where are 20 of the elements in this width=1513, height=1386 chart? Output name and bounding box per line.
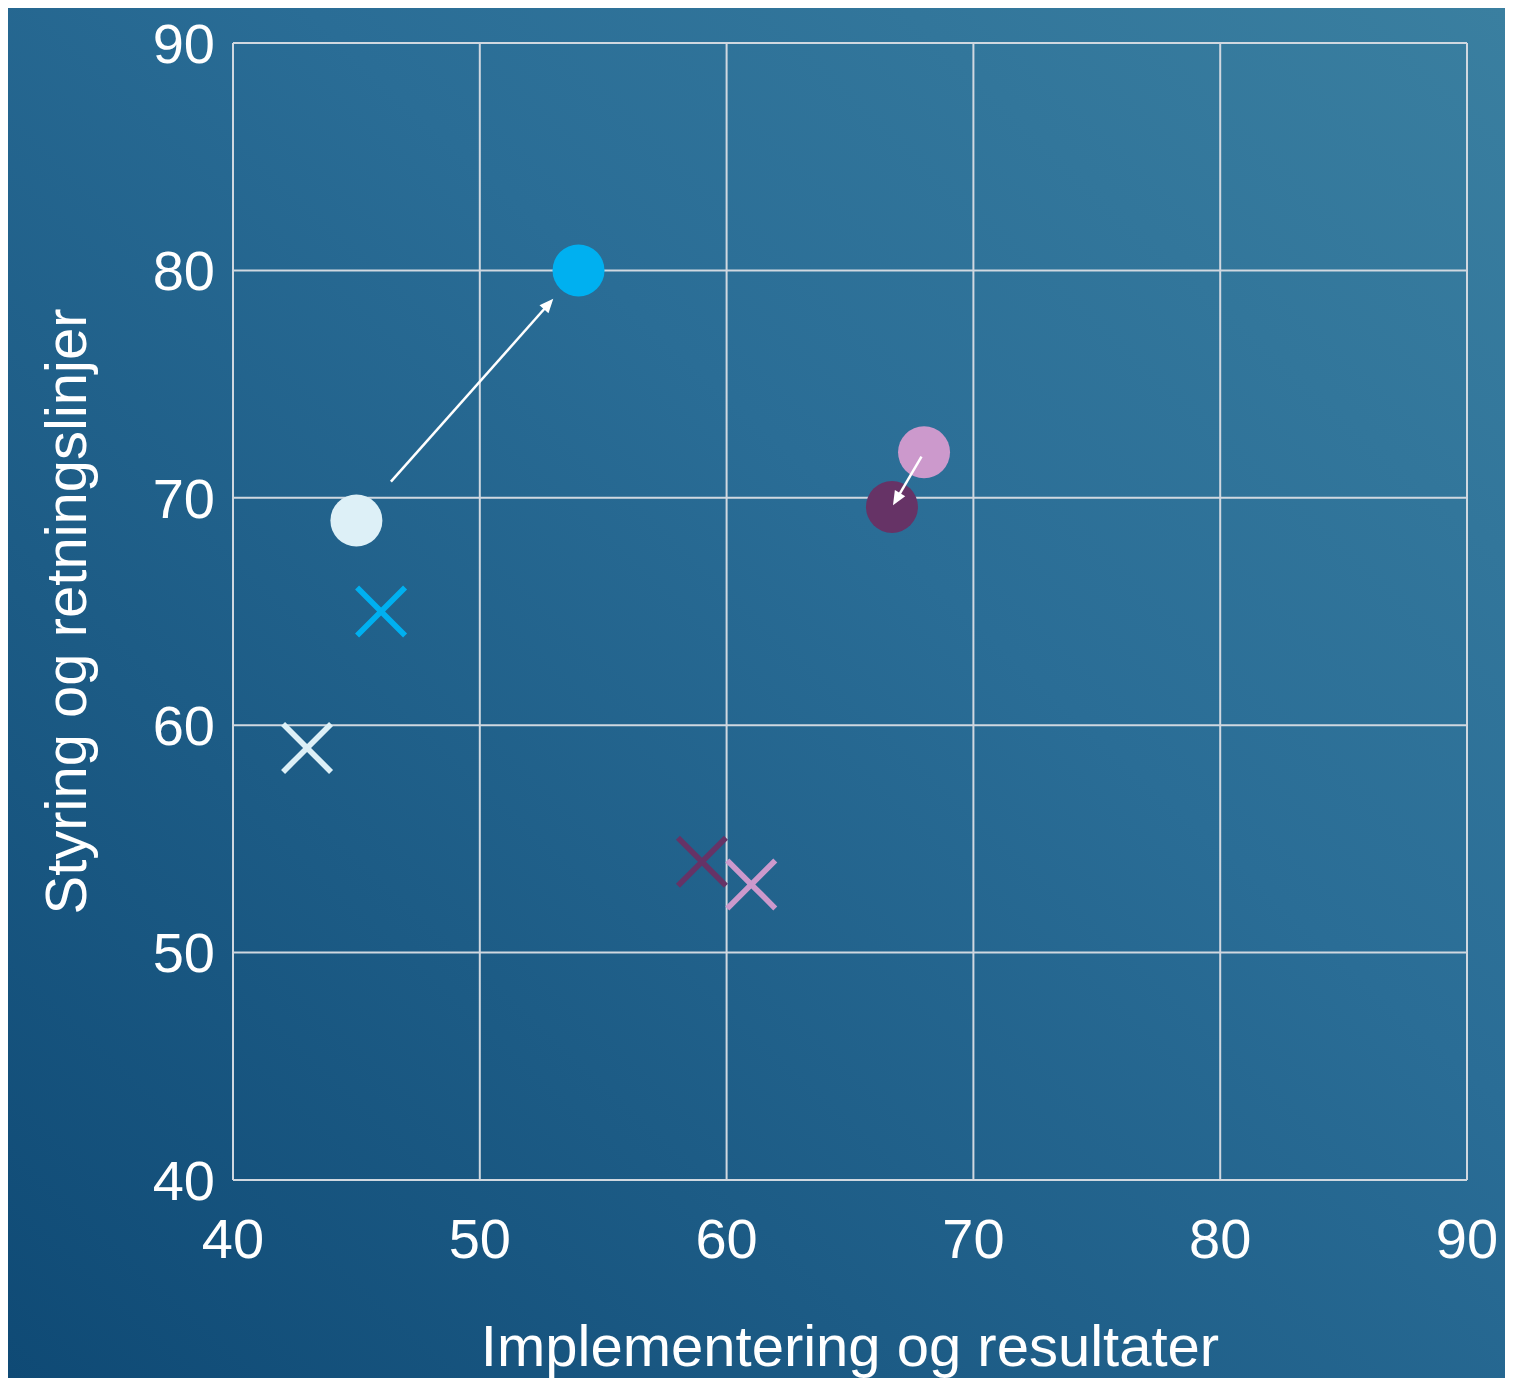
x-tick-label: 80 [1189, 1206, 1252, 1270]
y-tick-label: 50 [152, 921, 215, 985]
point [898, 426, 951, 479]
y-tick-label: 60 [152, 694, 215, 758]
y-tick-label: 80 [152, 239, 215, 303]
point [281, 721, 334, 774]
x-tick-label: 70 [942, 1206, 1005, 1270]
point [330, 494, 383, 547]
x-tick-label: 60 [695, 1206, 758, 1270]
point [552, 244, 605, 297]
y-tick-label: 90 [152, 11, 215, 75]
y-axis-title: Styring og retningslinjer [33, 308, 98, 915]
point [355, 585, 408, 638]
x-axis-title: Implementering og resultater [480, 1313, 1220, 1378]
x-tick-label: 50 [448, 1206, 511, 1270]
point [725, 858, 778, 911]
point [865, 480, 918, 533]
y-tick-label: 70 [152, 466, 215, 530]
point [675, 835, 728, 888]
x-tick-label: 90 [1435, 1206, 1499, 1270]
